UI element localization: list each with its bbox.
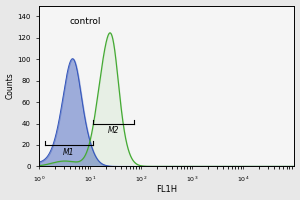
Text: control: control [70,17,101,26]
X-axis label: FL1H: FL1H [156,185,177,194]
Text: M1: M1 [63,148,75,157]
Y-axis label: Counts: Counts [6,73,15,99]
Text: M2: M2 [107,126,119,135]
